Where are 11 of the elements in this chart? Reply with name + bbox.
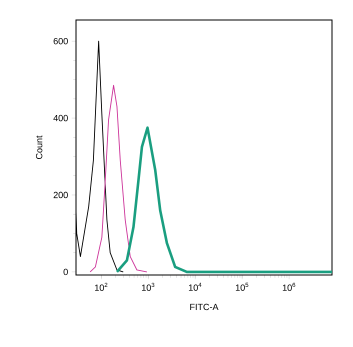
y-axis-title: Count: [36, 136, 42, 160]
y-tick-label: 400: [53, 114, 68, 122]
y-tick-label: 600: [54, 38, 68, 44]
x-tick-label: 10$^{3}$: [142, 282, 154, 291]
x-tick-label: 10$^{2}$: [95, 282, 108, 291]
x-axis-title: FITC-A: [190, 304, 218, 310]
x-tick-label: 10$^{4}$: [188, 282, 202, 291]
y-tick-label: 200: [54, 192, 68, 198]
x-tick-label: 10$^{6}$: [282, 282, 296, 291]
x-tick-label: 10$^{5}$: [236, 282, 248, 291]
y-tick-label: 0: [64, 268, 68, 276]
